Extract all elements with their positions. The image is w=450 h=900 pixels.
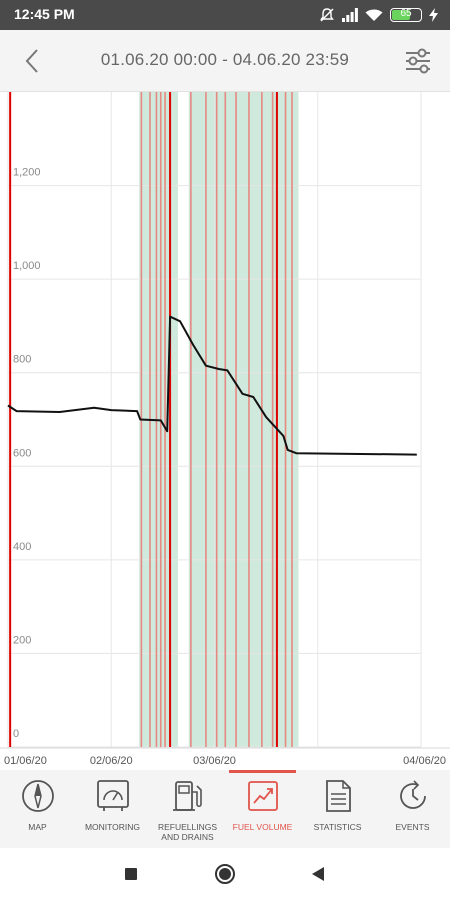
nav-item-refuellings[interactable]: REFUELLINGS AND DRAINS: [150, 770, 225, 848]
x-tick-label-0: 01/06/20: [4, 755, 47, 767]
system-nav-bar: [0, 848, 450, 900]
y-tick-label-2: 400: [13, 541, 31, 553]
status-time: 12:45 PM: [14, 6, 75, 22]
nav-item-map[interactable]: MAP: [0, 770, 75, 848]
home-button[interactable]: [213, 862, 237, 886]
nav-item-statistics[interactable]: STATISTICS: [300, 770, 375, 848]
fuel-volume-chart[interactable]: 0 200 400 600 800 1,000 1,200 01/06/20 02/06/20 0…: [0, 92, 450, 770]
y-tick-label-0: 0: [13, 728, 19, 740]
nav-label-events: EVENTS: [395, 822, 430, 832]
event-band-1: [188, 92, 299, 747]
sliders-icon: [406, 48, 430, 74]
battery-icon: 65: [390, 8, 422, 22]
battery-level: [392, 10, 410, 20]
status-bar: 12:45 PM 65: [0, 0, 450, 30]
date-range-title[interactable]: 01.06.20 00:00 - 04.06.20 23:59: [100, 50, 350, 69]
wifi-icon: [365, 8, 383, 22]
nav-item-events[interactable]: EVENTS: [375, 770, 450, 848]
x-tick-label-3: 04/06/20: [403, 755, 446, 767]
recents-square-icon: [125, 868, 137, 880]
bottom-nav: MAP MONITORING REFUELLINGS AND DRAINS: [0, 770, 450, 848]
filter-button[interactable]: [402, 45, 434, 77]
x-tick-label-1: 02/06/20: [90, 755, 133, 767]
nav-item-monitoring[interactable]: MONITORING: [75, 770, 150, 848]
back-triangle-icon: [312, 867, 324, 881]
nav-label-monitoring: MONITORING: [84, 822, 141, 832]
signal-icon: [342, 8, 358, 22]
recents-button[interactable]: [119, 862, 143, 886]
gauge-icon: [96, 780, 129, 811]
y-tick-label-4: 800: [13, 354, 31, 366]
battery-percent: 65: [400, 8, 412, 19]
chart-svg: 0 200 400 600 800 1,000 1,200 01/06/20 02/06/20 0…: [0, 92, 450, 767]
compass-icon: [21, 780, 54, 812]
clock-icon: [399, 780, 426, 809]
charging-icon: [429, 8, 438, 22]
y-tick-label-5: 1,000: [13, 260, 41, 272]
fuel-volume-line: [7, 315, 417, 456]
y-tick-label-3: 600: [13, 447, 31, 459]
nav-item-fuel-volume[interactable]: FUEL VOLUME: [225, 770, 300, 848]
nav-label-statistics: STATISTICS: [313, 822, 362, 832]
home-circle-icon: [215, 864, 235, 884]
chevron-left-icon: [25, 49, 38, 73]
active-tab-indicator: [229, 770, 296, 773]
nav-label-map: MAP: [28, 822, 47, 832]
document-icon: [325, 780, 351, 812]
y-tick-label-1: 200: [13, 634, 31, 646]
status-icons: 65: [319, 5, 438, 25]
nav-label-fuel-volume: FUEL VOLUME: [232, 822, 293, 832]
nav-label-refuellings: REFUELLINGS AND DRAINS: [157, 822, 218, 842]
system-back-button[interactable]: [306, 862, 330, 886]
x-tick-label-2: 03/06/20: [193, 755, 236, 767]
header: 01.06.20 00:00 - 04.06.20 23:59: [0, 30, 450, 92]
y-tick-label-6: 1,200: [13, 167, 41, 179]
fuel-pump-icon: [172, 781, 202, 811]
mute-icon: [319, 7, 335, 23]
back-button[interactable]: [18, 46, 48, 76]
trend-chart-icon: [247, 781, 278, 811]
